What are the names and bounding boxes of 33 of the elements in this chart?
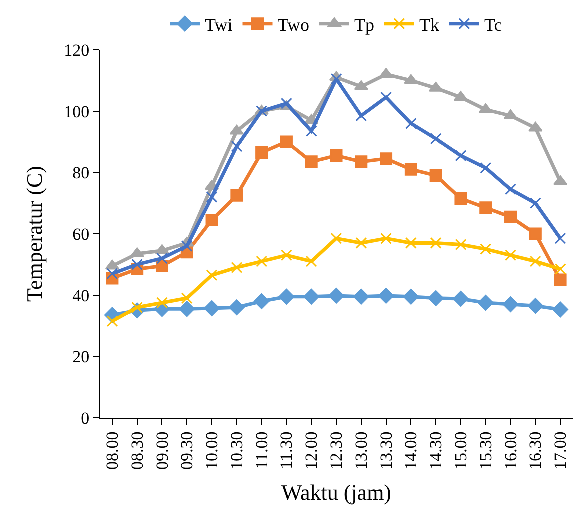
legend-label: Tp [354, 14, 374, 35]
y-tick-label: 40 [72, 286, 90, 306]
legend-label: Tc [484, 14, 502, 35]
y-tick-label: 100 [64, 102, 90, 122]
x-tick-label: 13.00 [352, 432, 371, 470]
legend-label: Two [278, 14, 310, 35]
x-tick-label: 10.00 [202, 432, 222, 470]
x-tick-label: 08.00 [102, 432, 122, 470]
x-tick-label: 15.30 [476, 432, 496, 470]
x-tick-label: 16.30 [526, 432, 546, 470]
x-tick-label: 10.30 [227, 432, 246, 470]
y-tick-label: 0 [81, 408, 90, 428]
y-axis-title: Temperatur (C) [22, 166, 47, 302]
legend-label: Tk [420, 14, 440, 35]
x-axis-title: Waktu (jam) [281, 480, 392, 505]
y-tick-label: 80 [72, 164, 90, 183]
x-tick-label: 14.00 [402, 432, 421, 470]
y-tick-label: 20 [72, 348, 90, 367]
legend-label: Twi [205, 14, 233, 35]
x-tick-label: 09.00 [152, 432, 172, 470]
x-tick-label: 17.00 [551, 432, 570, 470]
x-tick-label: 16.00 [501, 432, 520, 470]
y-tick-label: 120 [64, 40, 90, 60]
x-tick-label: 15.00 [451, 432, 470, 470]
x-tick-label: 08.30 [128, 432, 147, 470]
x-tick-label: 13.30 [376, 432, 396, 470]
x-tick-label: 12.00 [302, 432, 322, 470]
x-tick-label: 11.30 [277, 432, 296, 470]
x-tick-label: 09.30 [178, 432, 197, 470]
x-tick-label: 12.30 [327, 432, 346, 470]
x-tick-label: 11.00 [252, 432, 272, 470]
x-tick-label: 14.30 [426, 432, 446, 470]
y-tick-label: 60 [72, 224, 90, 244]
